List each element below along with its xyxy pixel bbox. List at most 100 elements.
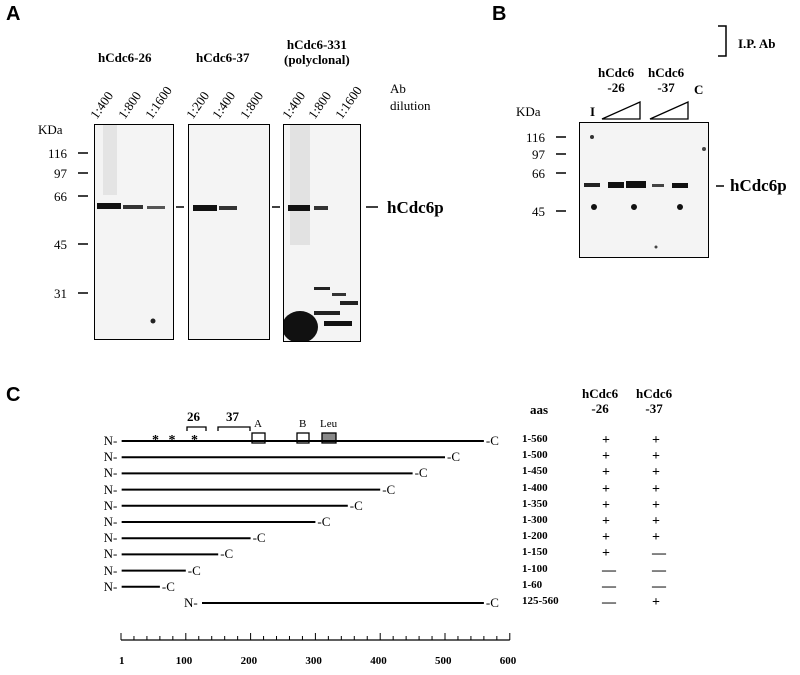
- kda-label: KDa: [516, 104, 541, 119]
- n-terminus-label: N-: [103, 465, 118, 481]
- reactivity-26: —: [602, 578, 616, 594]
- marker-label-45: 45: [54, 237, 67, 252]
- reactivity-37: —: [652, 578, 666, 594]
- reactivity-37: +: [652, 465, 660, 481]
- band-label-hcdc6p: hCdc6p: [387, 198, 444, 217]
- scale-tick-label: 600: [499, 655, 517, 667]
- antibody-label-37: hCdc6-37: [196, 50, 250, 65]
- ab-dilution-label: Ab dilution: [390, 81, 431, 113]
- domain-label-leu: Leu: [320, 418, 338, 430]
- western-blot-37: [188, 124, 270, 340]
- ip-antibody-label-26: hCdc6 -26: [598, 65, 635, 95]
- domain-label-a: A: [254, 418, 262, 430]
- marker-label-66: 66: [54, 189, 67, 204]
- scale-tick-label: 100: [175, 655, 193, 667]
- n-terminus-label: N-: [103, 530, 118, 546]
- c-terminus-label: -C: [414, 465, 428, 481]
- motif-a-box: [251, 432, 266, 444]
- antibody-label-26: hCdc6-26: [98, 50, 152, 65]
- marker-label-116: 116: [48, 146, 68, 161]
- c-terminus-label: -C: [252, 530, 266, 546]
- marker-label-31: 31: [54, 286, 67, 301]
- reactivity-26: —: [602, 595, 616, 610]
- reactivity-37: +: [652, 433, 660, 448]
- phosphosite-asterisks: * *: [152, 433, 179, 448]
- fragment-range-label: 1-350: [522, 497, 548, 510]
- reactivity-26: +: [602, 530, 610, 546]
- epitope-label-37: 37: [226, 409, 239, 424]
- panel-letter-c: C: [6, 384, 21, 406]
- phosphosite-asterisk: *: [191, 433, 198, 448]
- fragment-range-label: 1-60: [522, 578, 543, 591]
- marker-label-116: 116: [526, 130, 546, 145]
- fragment-range-label: 125-560: [522, 595, 559, 607]
- c-terminus-label: -C: [317, 514, 331, 529]
- reactivity-37: +: [652, 530, 660, 546]
- ip-western-blot: [579, 122, 709, 258]
- ip-ab-label: I.P. Ab: [738, 36, 776, 51]
- fragment-range-label: 1-400: [522, 481, 548, 494]
- marker-label-97: 97: [54, 166, 67, 181]
- reactivity-26: +: [602, 481, 610, 497]
- panel-letter-b: B: [492, 3, 507, 25]
- aas-header: aas: [530, 402, 549, 417]
- n-terminus-label: N-: [103, 497, 118, 513]
- c-terminus-label: -C: [382, 481, 396, 497]
- c-terminus-label: -C: [349, 497, 363, 513]
- reactivity-37: +: [652, 481, 660, 497]
- c-terminus-label: -C: [187, 562, 201, 578]
- scale-tick-label: 500: [435, 655, 452, 667]
- ab-header-37: hCdc6 -37: [636, 386, 673, 416]
- reactivity-37: +: [652, 497, 660, 513]
- scale-tick-label: 200: [240, 655, 258, 667]
- n-terminus-label: N-: [103, 578, 118, 594]
- n-terminus-label: N-: [184, 595, 198, 610]
- fragment-range-label: 1-200: [522, 530, 548, 543]
- fragment-range-label: 1-150: [522, 546, 548, 559]
- fragment-range-label: 1-560: [522, 433, 548, 445]
- n-terminus-label: N-: [103, 433, 118, 448]
- reactivity-26: +: [602, 465, 610, 481]
- n-terminus-label: N-: [103, 514, 118, 529]
- ip-antibody-label-37: hCdc6 -37: [648, 65, 685, 95]
- scale-tick-label: 400: [370, 655, 387, 667]
- ab-header-26: hCdc6 -26: [582, 386, 619, 416]
- n-terminus-label: N-: [103, 562, 118, 578]
- marker-label-45: 45: [532, 204, 545, 219]
- c-terminus-label: -C: [220, 546, 234, 562]
- western-blot-331: [283, 124, 361, 342]
- reactivity-37: —: [652, 562, 666, 578]
- leucine-zipper-box: [321, 432, 337, 444]
- reactivity-37: —: [652, 546, 666, 562]
- reactivity-26: +: [602, 449, 610, 465]
- western-blot-26: [94, 124, 174, 340]
- fragment-range-label: 1-100: [522, 562, 548, 575]
- fragment-range-label: 1-450: [522, 465, 548, 478]
- n-terminus-label: N-: [103, 449, 118, 465]
- fragment-range-label: 1-500: [522, 449, 548, 462]
- reactivity-37: +: [652, 595, 660, 610]
- reactivity-37: +: [652, 514, 660, 529]
- input-lane-label: I: [590, 104, 596, 119]
- c-terminus-label: -C: [447, 449, 460, 465]
- control-lane-label: C: [694, 82, 704, 97]
- reactivity-26: +: [602, 546, 610, 562]
- domain-label-b: B: [299, 418, 307, 430]
- n-terminus-label: N-: [103, 481, 118, 497]
- kda-label: KDa: [38, 122, 63, 137]
- reactivity-26: +: [602, 433, 610, 448]
- n-terminus-label: N-: [103, 546, 118, 562]
- fragment-range-label: 1-300: [522, 514, 548, 526]
- panel-letter-a: A: [6, 3, 21, 25]
- motif-b-box: [296, 432, 310, 444]
- reactivity-37: +: [652, 449, 660, 465]
- c-terminus-label: -C: [161, 578, 175, 594]
- scale-tick-label: 300: [305, 655, 322, 667]
- scale-tick-label: 1: [119, 655, 125, 667]
- band-label-hcdc6p: hCdc6p: [730, 176, 787, 195]
- c-terminus-label: -C: [485, 595, 499, 610]
- c-terminus-label: -C: [485, 433, 499, 448]
- reactivity-26: +: [602, 514, 610, 529]
